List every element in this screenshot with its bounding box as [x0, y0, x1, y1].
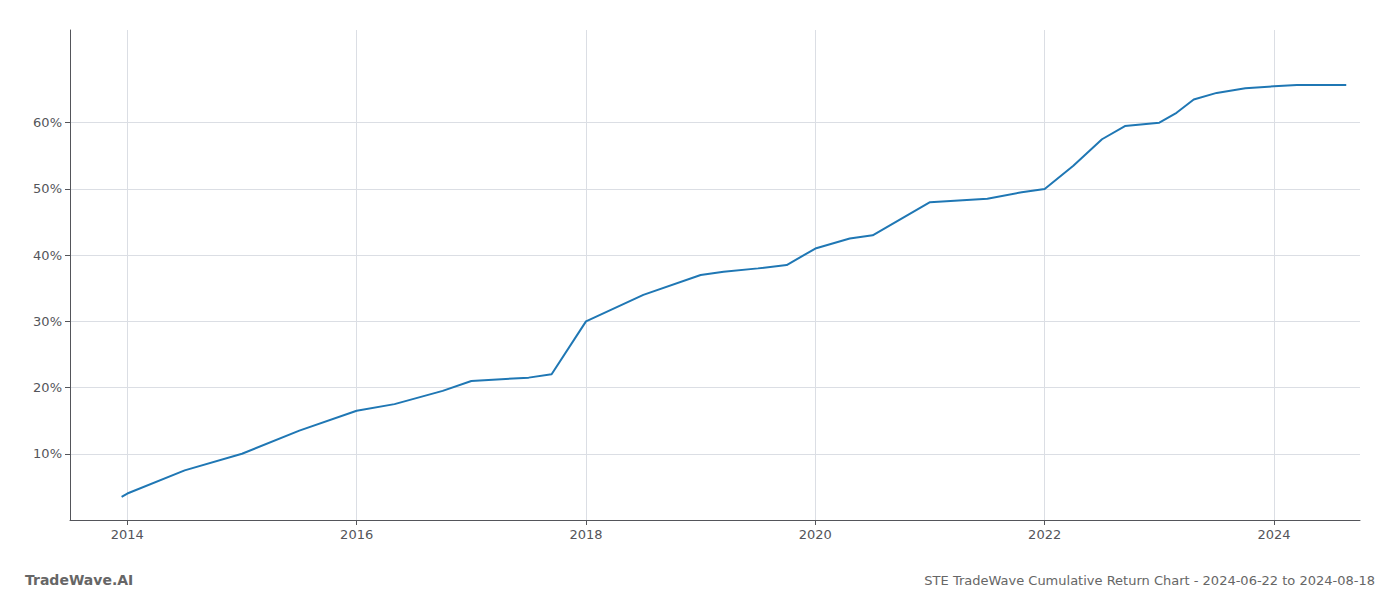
svg-text:60%: 60% — [33, 115, 62, 130]
svg-text:20%: 20% — [33, 380, 62, 395]
svg-text:2024: 2024 — [1257, 527, 1290, 542]
svg-text:TradeWave.AI: TradeWave.AI — [25, 572, 133, 588]
svg-text:2022: 2022 — [1028, 527, 1061, 542]
svg-text:2020: 2020 — [799, 527, 832, 542]
svg-text:STE TradeWave Cumulative Retur: STE TradeWave Cumulative Return Chart - … — [924, 573, 1375, 588]
svg-text:10%: 10% — [33, 446, 62, 461]
svg-text:30%: 30% — [33, 314, 62, 329]
svg-text:50%: 50% — [33, 181, 62, 196]
svg-text:2016: 2016 — [340, 527, 373, 542]
svg-text:2018: 2018 — [569, 527, 602, 542]
svg-text:2014: 2014 — [111, 527, 144, 542]
svg-text:40%: 40% — [33, 248, 62, 263]
